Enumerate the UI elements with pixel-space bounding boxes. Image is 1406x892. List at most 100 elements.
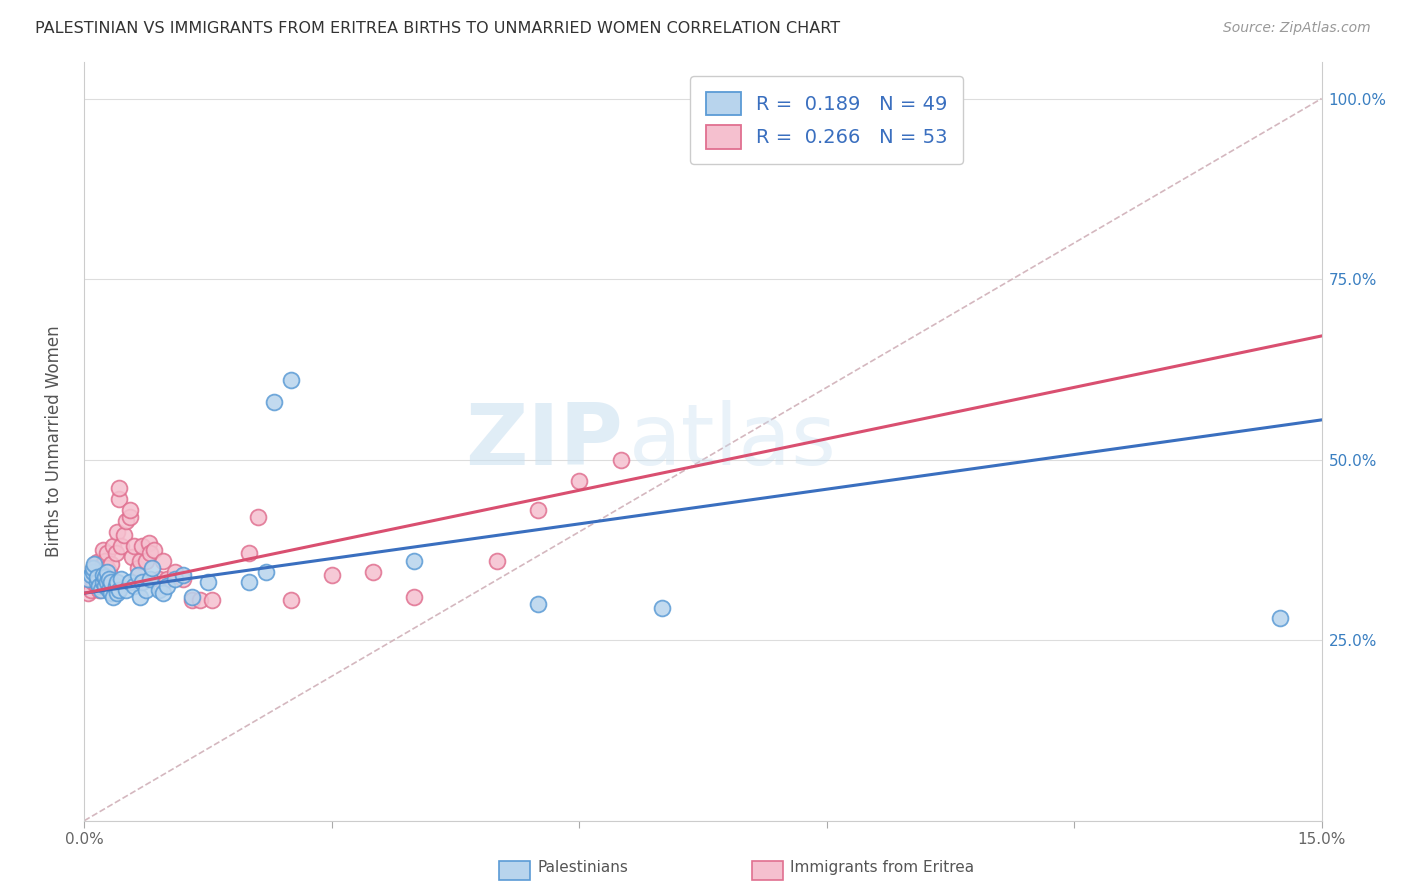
Point bbox=[201, 593, 224, 607]
Point bbox=[86, 555, 108, 569]
Point bbox=[527, 503, 550, 517]
Point bbox=[139, 546, 162, 560]
Point bbox=[83, 558, 105, 572]
Point bbox=[122, 539, 145, 553]
Point bbox=[118, 503, 141, 517]
Point bbox=[156, 579, 179, 593]
Point bbox=[103, 590, 125, 604]
Point bbox=[172, 572, 194, 586]
Point bbox=[100, 558, 122, 572]
Text: Source: ZipAtlas.com: Source: ZipAtlas.com bbox=[1223, 21, 1371, 35]
Point bbox=[139, 572, 162, 586]
Point bbox=[90, 582, 112, 597]
Point bbox=[246, 510, 269, 524]
Point bbox=[129, 554, 152, 568]
Point bbox=[129, 590, 152, 604]
Point bbox=[110, 572, 132, 586]
Point bbox=[609, 452, 631, 467]
Point bbox=[91, 542, 114, 557]
Point bbox=[114, 582, 136, 597]
Point bbox=[361, 565, 384, 579]
Point bbox=[96, 546, 118, 560]
Point bbox=[94, 569, 117, 583]
Text: atlas: atlas bbox=[628, 400, 837, 483]
Point bbox=[148, 582, 170, 597]
Point bbox=[141, 561, 163, 575]
Point bbox=[91, 575, 114, 590]
Point bbox=[105, 575, 128, 590]
Point bbox=[89, 582, 111, 597]
Point bbox=[104, 546, 127, 560]
Point bbox=[110, 539, 132, 553]
Point bbox=[90, 579, 112, 593]
Point bbox=[172, 568, 194, 582]
Point bbox=[86, 569, 108, 583]
Point bbox=[180, 590, 202, 604]
Point bbox=[280, 593, 302, 607]
Point bbox=[148, 572, 170, 586]
Point bbox=[568, 475, 591, 489]
Text: Palestinians: Palestinians bbox=[537, 860, 628, 874]
Point bbox=[96, 565, 118, 579]
Point bbox=[404, 554, 426, 568]
Point bbox=[651, 600, 673, 615]
Point bbox=[118, 510, 141, 524]
Point bbox=[94, 579, 117, 593]
Point bbox=[104, 579, 127, 593]
Point bbox=[321, 568, 343, 582]
Point bbox=[197, 575, 219, 590]
Point bbox=[89, 579, 111, 593]
Point bbox=[98, 572, 121, 586]
Text: Immigrants from Eritrea: Immigrants from Eritrea bbox=[790, 860, 974, 874]
Point bbox=[127, 561, 149, 575]
Point bbox=[188, 593, 211, 607]
Point bbox=[404, 590, 426, 604]
Point bbox=[98, 565, 121, 579]
Point bbox=[131, 539, 153, 553]
Point bbox=[77, 572, 100, 586]
Point bbox=[103, 539, 125, 553]
Point bbox=[96, 575, 118, 590]
Point bbox=[238, 546, 260, 560]
Point bbox=[94, 554, 117, 568]
Point bbox=[254, 565, 277, 579]
Point bbox=[143, 542, 166, 557]
Point bbox=[138, 535, 160, 549]
Point bbox=[86, 579, 108, 593]
Point bbox=[238, 575, 260, 590]
Point bbox=[105, 524, 128, 539]
Point bbox=[91, 568, 114, 582]
Point bbox=[105, 586, 128, 600]
Y-axis label: Births to Unmarried Women: Births to Unmarried Women bbox=[45, 326, 63, 558]
Point bbox=[82, 568, 104, 582]
Point bbox=[83, 561, 105, 575]
Point bbox=[122, 579, 145, 593]
Point bbox=[165, 572, 187, 586]
Point bbox=[152, 554, 174, 568]
Point bbox=[112, 528, 135, 542]
Point bbox=[485, 554, 508, 568]
Point bbox=[80, 568, 103, 582]
Point bbox=[280, 373, 302, 387]
Point bbox=[156, 572, 179, 586]
Point bbox=[86, 575, 108, 590]
Point bbox=[82, 565, 104, 579]
Point bbox=[108, 482, 131, 496]
Point bbox=[121, 550, 143, 565]
Point bbox=[100, 586, 122, 600]
Point bbox=[165, 565, 187, 579]
Point bbox=[77, 586, 100, 600]
Point bbox=[131, 575, 153, 590]
Point bbox=[152, 586, 174, 600]
Point bbox=[135, 582, 157, 597]
Point bbox=[91, 558, 114, 572]
Point bbox=[527, 597, 550, 611]
Point bbox=[180, 593, 202, 607]
Point bbox=[100, 575, 122, 590]
Point bbox=[82, 575, 104, 590]
Legend: R =  0.189   N = 49, R =  0.266   N = 53: R = 0.189 N = 49, R = 0.266 N = 53 bbox=[690, 76, 963, 164]
Point bbox=[118, 575, 141, 590]
Point bbox=[263, 394, 285, 409]
Point bbox=[1270, 611, 1292, 625]
Point bbox=[108, 582, 131, 597]
